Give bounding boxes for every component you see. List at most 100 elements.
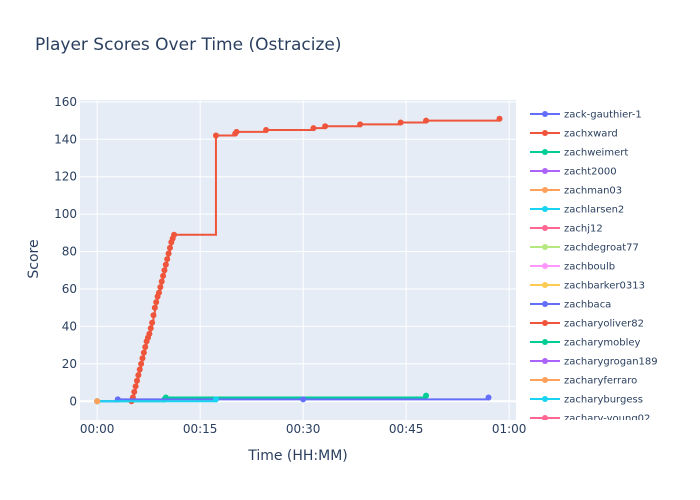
data-point [136, 366, 143, 373]
legend-swatch-marker [542, 111, 548, 117]
legend-swatch-marker [542, 282, 548, 288]
legend-item[interactable]: zachary-young02 [530, 414, 650, 425]
data-point [155, 289, 162, 296]
legend-label: zachary-young02 [564, 414, 650, 425]
x-tick-label: 00:15 [183, 422, 218, 436]
legend-label: zachbaca [564, 300, 611, 311]
legend-swatch-marker [542, 358, 548, 364]
data-point [138, 360, 145, 367]
data-point [212, 396, 219, 403]
legend-label: zacharymobley [564, 338, 641, 349]
legend-item[interactable]: zacharygrogan189 [530, 357, 658, 368]
legend-item[interactable]: zachlarsen2 [530, 205, 624, 216]
data-point [135, 372, 142, 379]
legend-label: zachman03 [564, 186, 622, 197]
data-point [151, 304, 158, 311]
legend-item[interactable]: zacharyburgess [530, 395, 643, 406]
legend[interactable]: zack-gauthier-1 zachxward zachweimert zacht… [530, 110, 658, 425]
y-tick-label: 0 [69, 394, 77, 408]
data-point [142, 344, 149, 351]
data-point [171, 231, 178, 238]
legend-label: zachdegroat77 [564, 243, 639, 254]
legend-label: zachxward [564, 129, 618, 140]
data-point [300, 396, 307, 403]
data-point [162, 261, 169, 268]
series-zachxward [128, 115, 503, 405]
y-tick-label: 80 [62, 245, 77, 259]
data-point [165, 250, 172, 257]
legend-item[interactable]: zachbaca [530, 300, 611, 311]
data-point [140, 349, 147, 356]
data-point [153, 299, 160, 306]
legend-item[interactable]: zachman03 [530, 186, 622, 197]
legend-swatch-marker [542, 130, 548, 136]
legend-swatch-marker [542, 301, 548, 307]
y-axis: 0 20 40 60 80 100 120 140 160 [54, 95, 77, 408]
x-axis: 00:00 00:15 00:30 00:45 01:00 [80, 422, 527, 436]
legend-label: zack-gauthier-1 [564, 110, 642, 121]
data-point [157, 284, 164, 291]
legend-swatch-marker [542, 263, 548, 269]
legend-swatch-marker [542, 206, 548, 212]
legend-label: zacht2000 [564, 167, 617, 178]
legend-swatch-marker [542, 149, 548, 155]
legend-item[interactable]: zachweimert [530, 148, 628, 159]
legend-item[interactable]: zachboulb [530, 262, 615, 273]
legend-item[interactable]: zachj12 [530, 224, 603, 235]
legend-swatch-marker [542, 187, 548, 193]
legend-item[interactable]: zacht2000 [530, 167, 617, 178]
legend-item[interactable]: zacharyferraro [530, 376, 637, 387]
data-point [166, 244, 173, 251]
chart-title: Player Scores Over Time (Ostracize) [35, 35, 342, 55]
legend-swatch-marker [542, 377, 548, 383]
legend-swatch-marker [542, 339, 548, 345]
legend-swatch-marker [542, 415, 548, 420]
y-tick-label: 20 [62, 357, 77, 371]
data-point [161, 267, 168, 274]
legend-label: zachbarker0313 [564, 281, 645, 292]
legend-item[interactable]: zachxward [530, 129, 618, 140]
data-point [322, 123, 329, 130]
data-point [160, 272, 167, 279]
legend-label: zachboulb [564, 262, 615, 273]
data-point [496, 115, 503, 122]
data-point [149, 319, 156, 326]
legend-swatch-marker [542, 168, 548, 174]
data-point [423, 392, 430, 399]
y-tick-label: 140 [54, 132, 77, 146]
data-point [132, 383, 139, 390]
data-point [263, 126, 270, 133]
series-layer [94, 115, 503, 405]
data-point [233, 128, 240, 135]
series-zachman03 [94, 398, 101, 405]
data-point [158, 278, 165, 285]
data-point [94, 398, 101, 405]
legend-label: zachlarsen2 [564, 205, 624, 216]
x-tick-label: 00:45 [389, 422, 424, 436]
y-tick-label: 40 [62, 319, 77, 333]
legend-item[interactable]: zachdegroat77 [530, 243, 639, 254]
data-point [150, 312, 157, 319]
data-point [131, 388, 138, 395]
data-point [310, 125, 317, 132]
legend-item[interactable]: zacharymobley [530, 338, 641, 349]
data-point [164, 256, 171, 263]
data-point [485, 394, 492, 401]
x-axis-title: Time (HH:MM) [247, 448, 348, 464]
legend-label: zacharyferraro [564, 376, 637, 387]
y-tick-label: 100 [54, 207, 77, 221]
legend-swatch-marker [542, 396, 548, 402]
data-point [397, 119, 404, 126]
legend-item[interactable]: zack-gauthier-1 [530, 110, 642, 121]
legend-swatch-marker [542, 320, 548, 326]
legend-label: zacharyburgess [564, 395, 643, 406]
data-point [147, 325, 154, 332]
plot-area [80, 100, 516, 420]
data-point [357, 121, 364, 128]
legend-item[interactable]: zachbarker0313 [530, 281, 645, 292]
data-point [146, 330, 153, 337]
legend-item[interactable]: zacharyoliver82 [530, 319, 644, 330]
y-tick-label: 120 [54, 170, 77, 184]
legend-swatch-marker [542, 244, 548, 250]
